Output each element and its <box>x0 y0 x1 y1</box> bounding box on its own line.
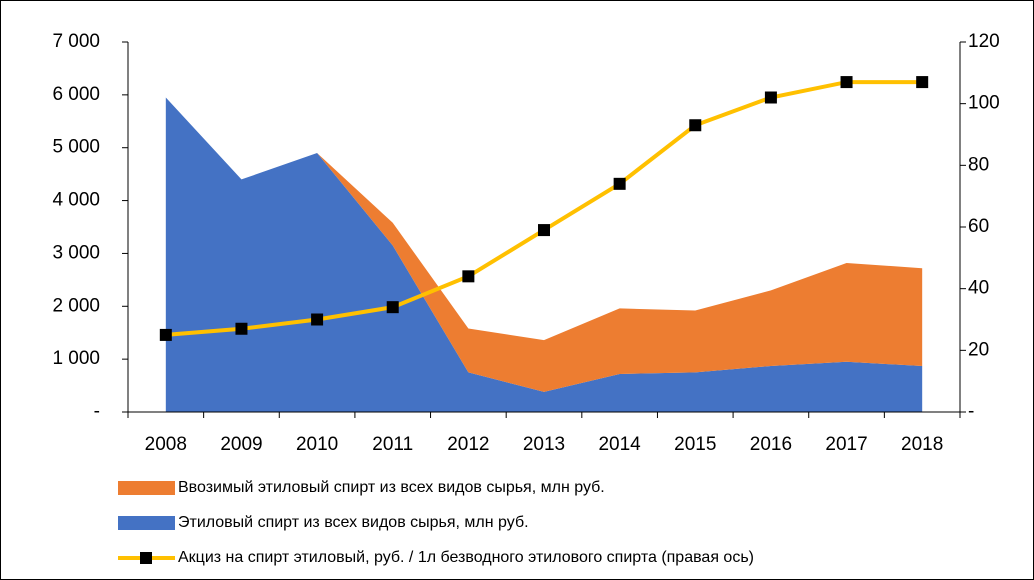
legend-marker <box>140 552 152 564</box>
x-tick-label: 2017 <box>825 434 867 455</box>
x-tick-label: 2010 <box>296 434 338 455</box>
x-tick-label: 2008 <box>145 434 187 455</box>
marker <box>462 270 475 283</box>
area <box>165 97 923 412</box>
x-tick-label: 2014 <box>598 434 641 455</box>
legend-swatch <box>118 516 175 530</box>
area <box>165 97 923 392</box>
y2-tick-label: 60 <box>968 216 989 237</box>
y-tick-label: 3 000 <box>52 242 100 263</box>
legend-label: Этиловый спирт из всех видов сырья, млн … <box>178 514 529 531</box>
y2-tick-label: 100 <box>968 93 1000 114</box>
y2-tick-label: 20 <box>968 339 989 360</box>
y-tick-label: 4 000 <box>52 190 100 211</box>
y-tick-label: 6 000 <box>52 84 100 105</box>
legend-swatch <box>118 481 175 495</box>
x-tick-label: 2015 <box>674 434 716 455</box>
marker <box>538 224 550 237</box>
marker <box>764 91 777 104</box>
marker <box>235 322 248 335</box>
legend-label: Ввозимый этиловый спирт из всех видов сы… <box>178 479 605 496</box>
y2-tick-label: - <box>968 401 974 422</box>
marker <box>386 301 399 314</box>
legend-label: Акциз на спирт этиловый, руб. / 1л безво… <box>178 549 754 566</box>
marker <box>689 119 702 132</box>
marker <box>840 76 853 89</box>
y-tick-label: - <box>94 401 100 422</box>
y2-tick-label: 40 <box>968 278 989 299</box>
y2-tick-label: 80 <box>968 154 989 175</box>
x-tick-label: 2018 <box>901 434 943 455</box>
marker <box>916 76 929 89</box>
y-tick-label: 2 000 <box>52 295 100 316</box>
x-tick-label: 2011 <box>372 434 413 455</box>
x-tick-label: 2012 <box>447 434 489 455</box>
y-tick-label: 1 000 <box>52 348 100 369</box>
y-tick-label: 5 000 <box>52 137 100 158</box>
y-tick-label: 7 000 <box>52 31 100 52</box>
x-tick-label: 2009 <box>220 434 262 455</box>
x-tick-label: 2016 <box>750 434 792 455</box>
marker <box>311 313 324 326</box>
marker <box>159 328 172 341</box>
y2-tick-label: 120 <box>968 31 1000 52</box>
marker <box>613 177 626 190</box>
x-tick-label: 2013 <box>523 434 565 455</box>
